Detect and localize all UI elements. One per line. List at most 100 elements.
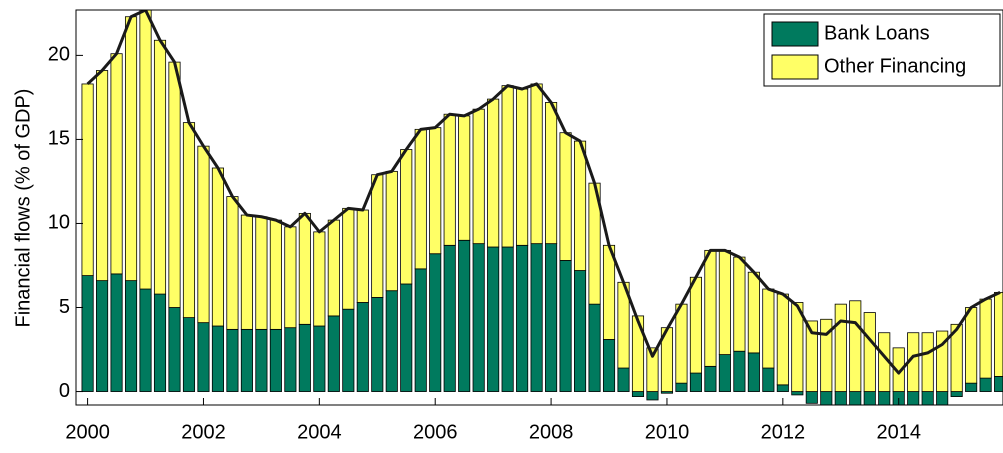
x-tick-label: 2008 [529,421,574,443]
plot-frame [75,9,1003,406]
total-line [86,10,1001,375]
bar [313,231,326,327]
bar [820,318,833,392]
bar [631,391,645,397]
bar [545,102,558,245]
bar [878,391,891,405]
bar [849,391,862,405]
bar [936,330,949,392]
bar [516,244,529,392]
bar [226,196,239,330]
bar [255,328,268,392]
bar [400,283,413,392]
bar [385,170,398,292]
bar [950,323,963,392]
y-tick-label: 10 [48,212,70,234]
bar [284,226,297,329]
bar [255,216,268,330]
legend-swatch [771,21,819,47]
bar [733,256,746,352]
bar [979,377,992,392]
bar [863,312,876,392]
bar [356,302,369,392]
bar [153,39,167,295]
bar [153,293,167,392]
bar [269,219,282,330]
bar [81,83,94,276]
bar [197,145,210,324]
bar [530,243,543,392]
bar [516,88,529,246]
x-tick-label: 2010 [645,421,690,443]
bar [124,280,138,392]
legend-swatch [771,54,819,80]
bar [791,302,804,392]
bar [342,207,355,310]
legend-label: Other Financing [824,55,966,77]
y-tick-label: 0 [59,380,70,402]
bar [313,325,326,392]
bar [110,53,123,275]
bar [139,10,152,290]
x-tick-label: 2004 [297,421,342,443]
bar [443,113,456,246]
bar [96,280,109,392]
bar [443,244,456,392]
bar [327,219,340,317]
bar [704,365,717,392]
bar [559,260,572,392]
bar [501,246,514,392]
y-axis-label: Financial flows (% of GDP) [12,89,34,328]
bar [718,249,731,355]
bar [574,270,587,392]
bar [849,300,862,392]
x-tick-label: 2006 [413,421,458,443]
bar [371,297,384,392]
bar [458,239,471,392]
bar [907,391,920,405]
bar [950,391,963,397]
bar [675,303,688,384]
bar [602,339,616,392]
bar [96,70,109,282]
bar [429,253,442,392]
bar [139,288,152,392]
legend-label: Bank Loans [824,22,930,44]
bar [371,174,384,298]
bar [747,352,760,392]
bar [646,391,659,401]
bar [110,273,123,392]
bar [414,268,427,392]
bar [298,323,311,392]
y-tick-label: 5 [59,296,70,318]
bar [81,275,94,392]
bar [834,303,847,392]
bar [965,382,978,392]
bar [631,315,645,392]
bar [211,325,224,392]
bar [472,243,485,392]
bar [545,243,558,392]
bar [182,317,196,392]
bar [240,328,253,392]
bar [892,347,905,392]
bar [588,303,601,392]
bar [458,115,471,241]
y-tick-label: 20 [48,44,70,66]
bar [487,246,500,392]
bar [994,376,1003,392]
bar [936,391,949,405]
bar [400,149,413,285]
bar [429,127,442,255]
bar [559,132,572,261]
bar [617,367,630,392]
bar [298,212,311,325]
bar [168,61,181,308]
bar [776,384,789,392]
bar [704,249,717,367]
x-tick-label: 2014 [876,421,921,443]
bar [675,382,688,392]
bar [342,308,355,392]
bar [733,350,746,392]
